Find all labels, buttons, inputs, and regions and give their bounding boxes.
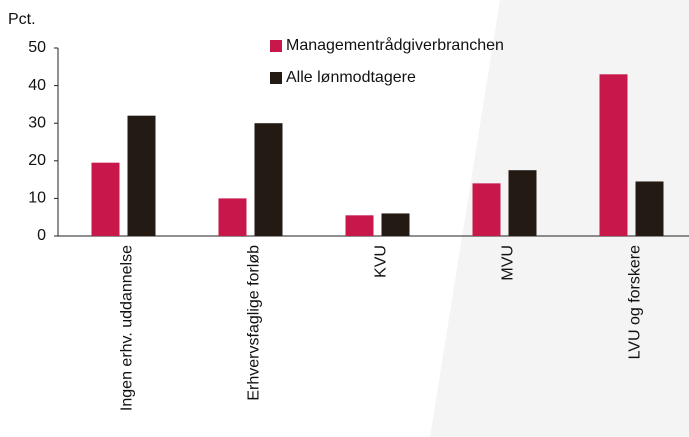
bar	[599, 74, 628, 236]
y-axis-label: Pct.	[8, 11, 36, 28]
y-tick-label: 10	[28, 190, 46, 207]
x-tick-label: MVU	[500, 245, 517, 281]
y-tick-label: 20	[28, 152, 46, 169]
bar	[635, 181, 664, 236]
bar	[472, 183, 501, 236]
legend-swatch	[270, 72, 282, 84]
y-tick-label: 0	[37, 227, 46, 244]
bar	[345, 215, 374, 236]
x-tick-label: Ingen erhv. uddannelse	[119, 245, 136, 411]
bar	[381, 213, 410, 236]
bar	[254, 123, 283, 236]
x-tick-label: LVU og forskere	[627, 245, 644, 360]
y-tick-label: 50	[28, 39, 46, 56]
bar	[127, 115, 156, 236]
legend-label: Alle lønmodtagere	[286, 69, 416, 86]
legend-label: Managementrådgiverbranchen	[286, 36, 504, 54]
bar	[218, 198, 247, 236]
y-tick-label: 30	[28, 114, 46, 131]
x-tick-label: Erhvervsfaglige forløb	[246, 245, 263, 401]
x-tick-label: KVU	[373, 245, 390, 278]
legend-swatch	[270, 40, 282, 52]
bar	[508, 170, 537, 236]
bar	[91, 162, 120, 236]
y-tick-label: 40	[28, 77, 46, 94]
